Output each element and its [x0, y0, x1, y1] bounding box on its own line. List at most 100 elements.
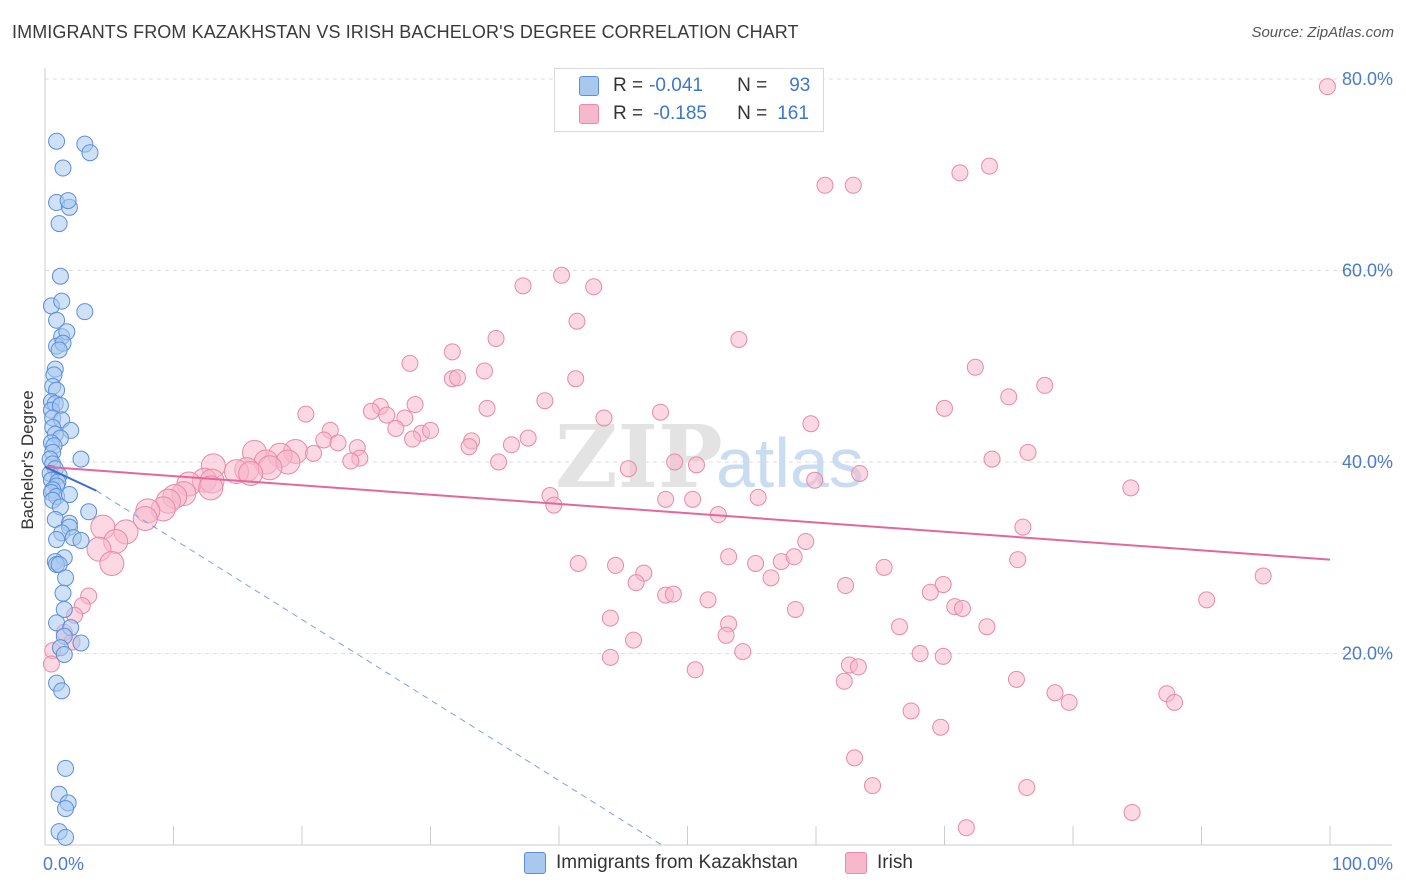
irish-point [601, 609, 619, 627]
irish-point [1254, 567, 1272, 585]
irish-point [921, 583, 939, 601]
irish-point [851, 464, 869, 482]
kazakhstan-point [76, 303, 94, 321]
irish-point [362, 402, 380, 420]
kazakhstan-point [54, 159, 72, 177]
kazakhstan-point [50, 341, 68, 359]
irish-point [536, 392, 554, 410]
irish-point [99, 550, 125, 576]
irish-point [1009, 551, 1027, 569]
irish-point [1123, 803, 1141, 821]
irish-point [1000, 388, 1018, 406]
irish-point [553, 266, 571, 284]
irish-point [238, 460, 264, 486]
irish-point [342, 452, 360, 470]
legend-swatch-blue [579, 76, 599, 96]
irish-point [717, 626, 735, 644]
irish-point [785, 548, 803, 566]
y-axis-title: Bachelor's Degree [18, 390, 37, 530]
kazakhstan-trendline-extension [96, 490, 663, 846]
kazakhstan-points [41, 132, 99, 846]
irish-point [797, 532, 815, 550]
irish-point [849, 658, 867, 676]
kazakhstan-point [59, 192, 77, 210]
legend-r-label: R = [613, 103, 644, 124]
irish-point [720, 548, 738, 566]
kazakhstan-point [54, 584, 72, 602]
irish-point [957, 819, 975, 837]
legend-swatch-pink [845, 852, 867, 874]
watermark-atlas: atlas [716, 424, 864, 502]
kazakhstan-point [80, 503, 98, 521]
kazakhstan-point [53, 292, 71, 310]
irish-points [42, 78, 1336, 837]
legend-label-kazakhstan: Immigrants from Kazakhstan [556, 852, 798, 873]
kazakhstan-point [55, 645, 73, 663]
irish-point [404, 430, 422, 448]
y-tick-label: 60.0% [1342, 261, 1393, 281]
irish-point [983, 450, 1001, 468]
irish-point [932, 718, 950, 736]
irish-point [502, 436, 520, 454]
correlation-legend: R = -0.041 N = 93 R = -0.185 N = 161 [554, 68, 824, 132]
irish-point [519, 429, 537, 447]
kazakhstan-point [55, 600, 73, 618]
irish-point [297, 405, 315, 423]
legend-n-label: N = [737, 103, 768, 124]
irish-point [422, 421, 439, 439]
irish-point [1019, 443, 1037, 461]
irish-point [490, 453, 508, 471]
kazakhstan-point [81, 144, 99, 162]
legend-r-value: -0.041 [649, 75, 703, 96]
irish-point [1007, 670, 1025, 688]
irish-point [42, 655, 60, 673]
irish-point [911, 645, 929, 662]
irish-point [687, 456, 705, 474]
irish-point [1198, 591, 1216, 609]
irish-point [816, 176, 834, 194]
irish-point [951, 164, 969, 182]
irish-point [568, 312, 586, 330]
irish-point [545, 496, 563, 514]
legend-n-value: 161 [777, 103, 809, 124]
legend-item-kazakhstan[interactable]: Immigrants from Kazakhstan [524, 852, 798, 874]
legend-n-label: N = [737, 75, 768, 96]
kazakhstan-point [57, 828, 75, 846]
irish-point [378, 406, 396, 424]
kazakhstan-point [57, 800, 75, 818]
irish-point [601, 648, 619, 666]
irish-point [978, 618, 996, 636]
x-tick-label: 100.0% [1332, 854, 1393, 874]
irish-point [837, 577, 855, 595]
irish-point [595, 409, 613, 427]
tick-labels: 20.0% 40.0% 60.0% 80.0% 0.0% 100.0% [43, 69, 1393, 874]
irish-point [478, 399, 496, 417]
irish-point [475, 362, 493, 380]
source-label: Source: ZipAtlas.com [1251, 24, 1394, 41]
legend-r-value: -0.185 [653, 103, 707, 124]
irish-point [329, 434, 347, 452]
irish-point [567, 370, 585, 388]
irish-point [684, 490, 702, 508]
irish-point [786, 600, 804, 618]
y-tick-label: 80.0% [1342, 69, 1393, 89]
x-tick-label: 0.0% [43, 854, 84, 874]
grid-lines [45, 78, 1392, 654]
irish-point [934, 576, 952, 594]
irish-point [844, 176, 862, 194]
irish-point [864, 777, 882, 795]
irish-point [305, 444, 323, 462]
legend-item-irish[interactable]: Irish [845, 852, 913, 874]
legend-row-kazakhstan: R = -0.041 N = 93 [579, 74, 810, 98]
irish-point [198, 475, 224, 501]
legend-r-label: R = [613, 75, 644, 96]
kazakhstan-trendline [44, 465, 97, 492]
irish-point [1018, 779, 1036, 797]
irish-point [460, 438, 478, 456]
irish-point [1166, 693, 1184, 711]
irish-point [401, 354, 419, 372]
trend-lines [44, 465, 1331, 846]
irish-point [1060, 693, 1078, 711]
irish-point [699, 591, 717, 609]
irish-point [1046, 684, 1064, 702]
